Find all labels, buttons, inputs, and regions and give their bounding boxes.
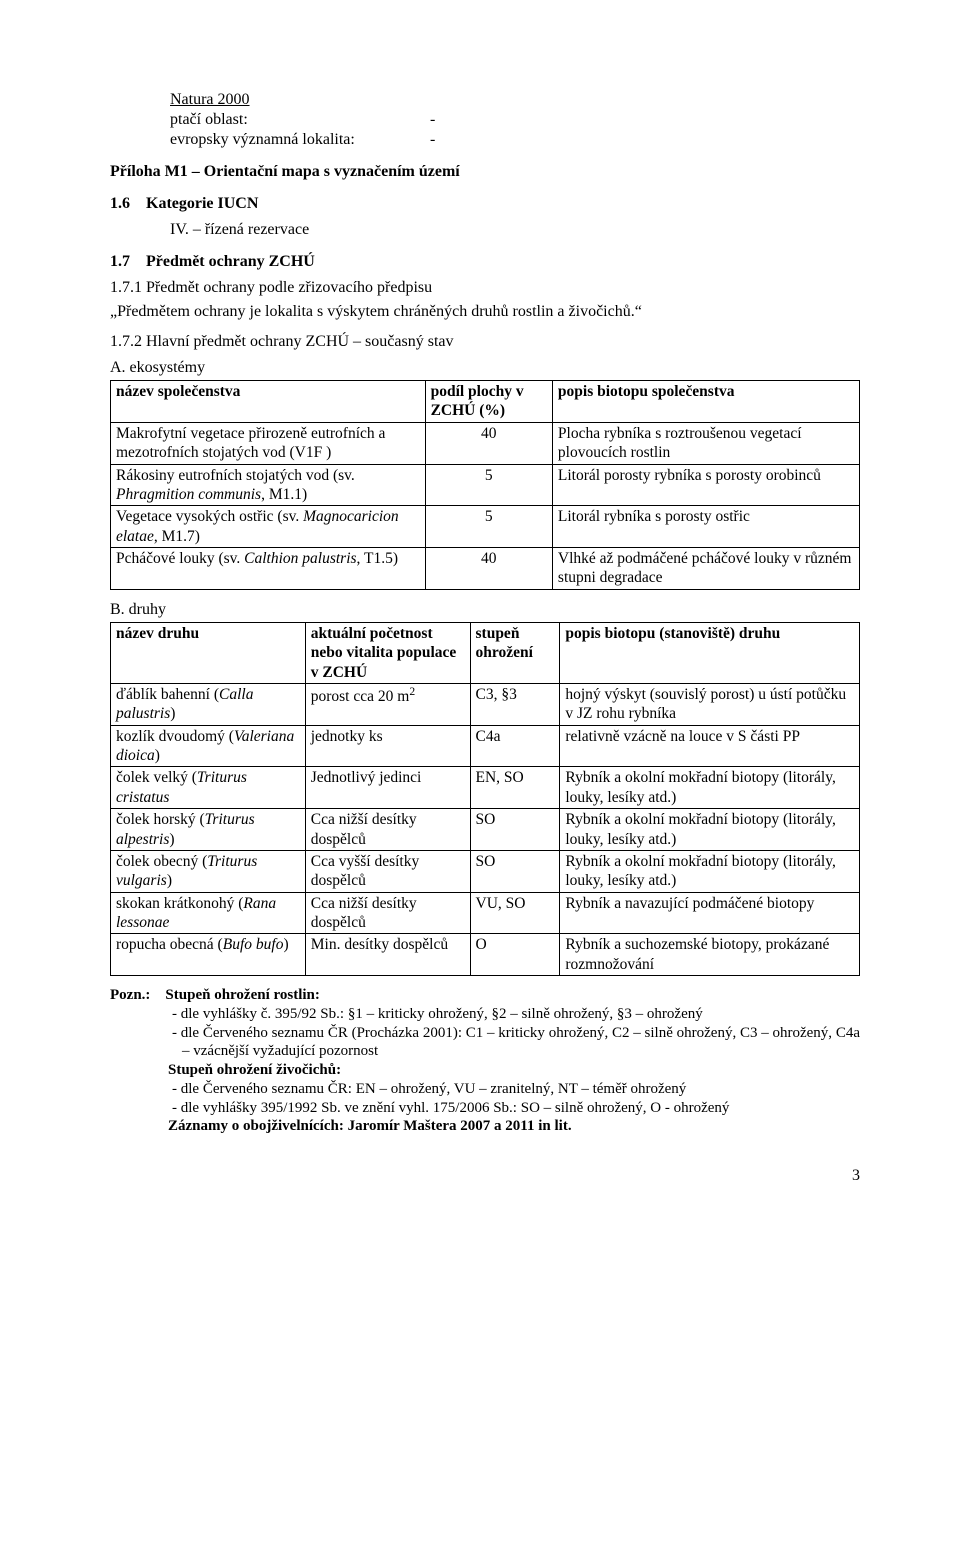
area-share: 5 bbox=[425, 464, 552, 506]
section-1-7-2-title: 1.7.2 Hlavní předmět ochrany ZCHÚ – souč… bbox=[110, 332, 860, 352]
threat: EN, SO bbox=[470, 767, 560, 809]
species-name: kozlík dvoudomý (Valeriana dioica) bbox=[111, 725, 306, 767]
habitat-desc: Rybník a navazující podmáčené biotopy bbox=[560, 892, 860, 934]
eu-site-value: - bbox=[430, 130, 435, 150]
abundance: Jednotlivý jedinci bbox=[305, 767, 470, 809]
col-abundance: aktuální početnost nebo vitalita populac… bbox=[305, 622, 470, 683]
species-name: skokan krátkonohý (Rana lessonae bbox=[111, 892, 306, 934]
area-share: 5 bbox=[425, 506, 552, 548]
species-name: čolek obecný (Triturus vulgaris) bbox=[111, 850, 306, 892]
col-area-share: podíl plochy v ZCHÚ (%) bbox=[425, 381, 552, 423]
eu-site-label: evropsky významná lokalita: bbox=[170, 130, 430, 150]
col-community-name: název společenstva bbox=[111, 381, 426, 423]
footnotes: Pozn.: Stupeň ohrožení rostlin: - dle vy… bbox=[110, 986, 860, 1136]
section-1-7-title: Předmět ochrany ZCHÚ bbox=[146, 253, 315, 270]
subsection-a-label: A. ekosystémy bbox=[110, 358, 860, 378]
community-name: Makrofytní vegetace přirozeně eutrofních… bbox=[111, 422, 426, 464]
community-name: Pcháčové louky (sv. Calthion palustris, … bbox=[111, 548, 426, 590]
table-row: čolek horský (Triturus alpestris) Cca ni… bbox=[111, 809, 860, 851]
threat: SO bbox=[470, 850, 560, 892]
table-row: ropucha obecná (Bufo bufo) Min. desítky … bbox=[111, 934, 860, 976]
threat: O bbox=[470, 934, 560, 976]
col-habitat-desc: popis biotopu (stanoviště) druhu bbox=[560, 622, 860, 683]
table-row: ďáblík bahenní (Calla palustris) porost … bbox=[111, 683, 860, 725]
col-threat: stupeň ohrožení bbox=[470, 622, 560, 683]
section-1-7-1-title: 1.7.1 Předmět ochrany podle zřizovacího … bbox=[110, 278, 860, 298]
table-row: čolek velký (Triturus cristatus Jednotli… bbox=[111, 767, 860, 809]
species-name: ropucha obecná (Bufo bufo) bbox=[111, 934, 306, 976]
bird-area-label: ptačí oblast: bbox=[170, 110, 430, 130]
subsection-b-label: B. druhy bbox=[110, 600, 860, 620]
area-share: 40 bbox=[425, 422, 552, 464]
species-table: název druhu aktuální početnost nebo vita… bbox=[110, 622, 860, 976]
biotope-desc: Litorál porosty rybníka s porosty orobin… bbox=[552, 464, 859, 506]
plant-threat-line-2: - dle Červeného seznamu ČR (Procházka 20… bbox=[182, 1024, 860, 1062]
habitat-desc: Rybník a okolní mokřadní biotopy (litorá… bbox=[560, 850, 860, 892]
table-header-row: název společenstva podíl plochy v ZCHÚ (… bbox=[111, 381, 860, 423]
iucn-category-line: IV. – řízená rezervace bbox=[170, 220, 860, 240]
table-row: Makrofytní vegetace přirozeně eutrofních… bbox=[111, 422, 860, 464]
col-biotope-desc: popis biotopu společenstva bbox=[552, 381, 859, 423]
habitat-desc: Rybník a suchozemské biotopy, prokázané … bbox=[560, 934, 860, 976]
table-row: čolek obecný (Triturus vulgaris) Cca vyš… bbox=[111, 850, 860, 892]
section-1-7-number: 1.7 bbox=[110, 253, 130, 270]
animal-threat-line-1: - dle Červeného seznamu ČR: EN – ohrožen… bbox=[182, 1080, 860, 1099]
species-name: čolek horský (Triturus alpestris) bbox=[111, 809, 306, 851]
community-name: Vegetace vysokých ostřic (sv. Magnocaric… bbox=[111, 506, 426, 548]
area-share: 40 bbox=[425, 548, 552, 590]
threat: C4a bbox=[470, 725, 560, 767]
plant-threat-line-1: - dle vyhlášky č. 395/92 Sb.: §1 – kriti… bbox=[182, 1005, 860, 1024]
table-row: Vegetace vysokých ostřic (sv. Magnocaric… bbox=[111, 506, 860, 548]
animal-threat-line-2: - dle vyhlášky 395/1992 Sb. ve znění vyh… bbox=[182, 1099, 860, 1118]
table-row: Rákosiny eutrofních stojatých vod (sv. P… bbox=[111, 464, 860, 506]
abundance: Min. desítky dospělců bbox=[305, 934, 470, 976]
abundance: Cca nižší desítky dospělců bbox=[305, 809, 470, 851]
amphibian-records: Záznamy o obojživelnících: Jaromír Mašte… bbox=[168, 1117, 860, 1136]
page-number: 3 bbox=[110, 1166, 860, 1186]
biotope-desc: Plocha rybníka s roztroušenou vegetací p… bbox=[552, 422, 859, 464]
pozn-label: Pozn.: bbox=[110, 987, 150, 1003]
abundance: Cca vyšší desítky dospělců bbox=[305, 850, 470, 892]
table-row: kozlík dvoudomý (Valeriana dioica) jedno… bbox=[111, 725, 860, 767]
table-header-row: název druhu aktuální početnost nebo vita… bbox=[111, 622, 860, 683]
habitat-desc: Rybník a okolní mokřadní biotopy (litorá… bbox=[560, 809, 860, 851]
section-1-7-1-text: „Předmětem ochrany je lokalita s výskyte… bbox=[110, 302, 860, 322]
ecosystems-table: název společenstva podíl plochy v ZCHÚ (… bbox=[110, 380, 860, 590]
biotope-desc: Vlhké až podmáčené pcháčové louky v různ… bbox=[552, 548, 859, 590]
abundance: jednotky ks bbox=[305, 725, 470, 767]
abundance: porost cca 20 m2 bbox=[305, 683, 470, 725]
habitat-desc: relativně vzácně na louce v S části PP bbox=[560, 725, 860, 767]
community-name: Rákosiny eutrofních stojatých vod (sv. P… bbox=[111, 464, 426, 506]
threat: C3, §3 bbox=[470, 683, 560, 725]
plant-threat-label: Stupeň ohrožení rostlin: bbox=[165, 987, 319, 1003]
habitat-desc: hojný výskyt (souvislý porost) u ústí po… bbox=[560, 683, 860, 725]
threat: VU, SO bbox=[470, 892, 560, 934]
col-species-name: název druhu bbox=[111, 622, 306, 683]
abundance: Cca nižší desítky dospělců bbox=[305, 892, 470, 934]
natura-2000-title: Natura 2000 bbox=[170, 90, 860, 110]
section-1-6-title: Kategorie IUCN bbox=[146, 195, 258, 212]
biotope-desc: Litorál rybníka s porosty ostřic bbox=[552, 506, 859, 548]
table-row: skokan krátkonohý (Rana lessonae Cca niž… bbox=[111, 892, 860, 934]
animal-threat-label: Stupeň ohrožení živočichů: bbox=[168, 1061, 860, 1080]
annex-m1-title: Příloha M1 – Orientační mapa s vyznačení… bbox=[110, 162, 860, 182]
bird-area-value: - bbox=[430, 110, 435, 130]
table-row: Pcháčové louky (sv. Calthion palustris, … bbox=[111, 548, 860, 590]
species-name: čolek velký (Triturus cristatus bbox=[111, 767, 306, 809]
section-1-6-number: 1.6 bbox=[110, 195, 130, 212]
threat: SO bbox=[470, 809, 560, 851]
species-name: ďáblík bahenní (Calla palustris) bbox=[111, 683, 306, 725]
habitat-desc: Rybník a okolní mokřadní biotopy (litorá… bbox=[560, 767, 860, 809]
